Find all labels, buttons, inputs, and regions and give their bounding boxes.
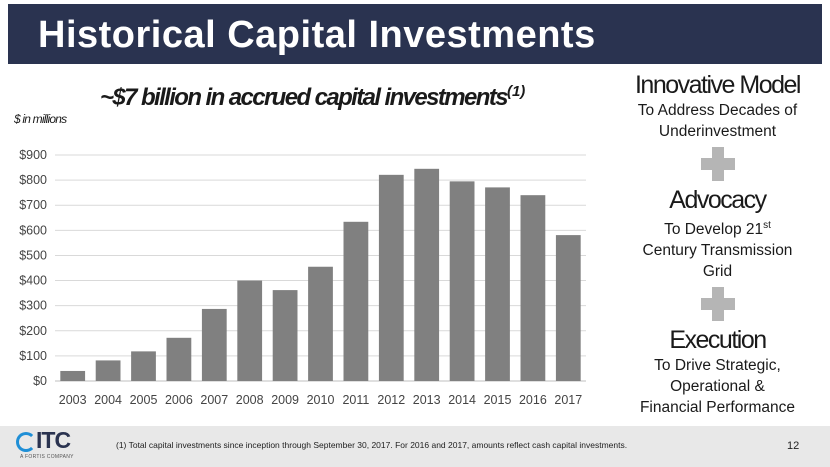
x-tick-label: 2014	[448, 393, 476, 407]
x-tick-label: 2005	[130, 393, 158, 407]
x-tick-label: 2006	[165, 393, 193, 407]
y-tick-label: $800	[19, 173, 47, 187]
chart-subtitle-text: ~$7 billion in accrued capital investmen…	[100, 84, 509, 111]
advocacy-desc-1: To Develop 21st	[610, 215, 825, 240]
advocacy-desc-sup: st	[763, 220, 771, 231]
bar-2005	[131, 351, 156, 381]
bar-2003	[60, 370, 86, 381]
chart-subtitle: ~$7 billion in accrued capital investmen…	[100, 83, 540, 112]
x-tick-label: 2012	[377, 393, 405, 407]
footer-bar	[0, 426, 830, 467]
page-number: 12	[787, 440, 800, 452]
y-tick-label: $600	[19, 223, 47, 237]
units-label: $ in millions	[14, 112, 67, 126]
y-axis-ticks: $0 $100 $200 $300 $400 $500 $600 $700 $800 $900	[19, 148, 47, 388]
y-tick-label: $700	[19, 198, 47, 212]
bar-2010	[308, 266, 333, 381]
x-tick-label: 2011	[342, 393, 369, 407]
capital-investment-bar-chart: $0 $100 $200 $300 $400 $500 $600 $700 $800 $900 2…	[19, 148, 586, 407]
x-tick-label: 2016	[519, 393, 547, 407]
x-tick-label: 2015	[484, 393, 512, 407]
bar-2016	[520, 195, 546, 381]
x-tick-label: 2007	[200, 393, 228, 407]
y-tick-label: $0	[33, 374, 47, 388]
slide-title: Historical Capital Investments	[38, 14, 596, 56]
bar-2006	[166, 337, 192, 381]
bar-2004	[95, 360, 121, 381]
logo-subtext: A FORTIS COMPANY	[20, 454, 74, 460]
y-tick-label: $300	[19, 299, 47, 313]
plus-icon	[700, 147, 735, 181]
footnote: (1) Total capital investments since ince…	[116, 440, 628, 450]
chart-subtitle-footnote-mark: (1)	[506, 83, 526, 100]
bar-2008	[237, 280, 263, 381]
advocacy-desc-1-text: To Develop 21	[664, 221, 764, 239]
x-tick-label: 2013	[413, 393, 441, 407]
x-tick-label: 2017	[554, 393, 582, 407]
bar-2009	[272, 290, 298, 381]
innovative-model-heading: Innovative Model	[634, 71, 802, 99]
y-tick-label: $200	[19, 324, 47, 338]
right-panel: Innovative Model To Address Decades of U…	[610, 70, 825, 418]
bar-2007	[201, 308, 227, 381]
execution-desc-3: Financial Performance	[639, 399, 796, 417]
innovative-model-desc-2: Underinvestment	[658, 123, 777, 140]
x-tick-label: 2009	[271, 393, 299, 407]
x-tick-label: 2004	[94, 393, 122, 407]
innovative-model-desc-1: To Address Decades of	[637, 102, 798, 119]
bar-2015	[485, 187, 510, 381]
y-tick-label: $500	[19, 248, 47, 262]
bar-2011	[343, 221, 369, 381]
execution-desc-1: To Drive Strategic,	[654, 357, 781, 375]
logo-text: ITC	[36, 427, 71, 453]
x-axis-ticks: 2003 2004 2005 2006 2007 2008 2009 2010 2011 2012…	[59, 393, 582, 407]
bar-2017	[555, 235, 581, 381]
x-tick-label: 2010	[307, 393, 335, 407]
y-tick-label: $900	[19, 148, 47, 162]
x-tick-label: 2003	[59, 393, 87, 407]
execution-desc-2: Operational &	[670, 378, 765, 396]
advocacy-heading: Advocacy	[669, 186, 767, 214]
bar-2012	[378, 174, 404, 381]
execution-heading: Execution	[669, 326, 767, 355]
advocacy-desc-3: Grid	[702, 263, 733, 281]
advocacy-desc-2: Century Transmission	[642, 242, 793, 260]
y-tick-label: $100	[19, 349, 47, 363]
itc-logo: ITC A FORTIS COMPANY	[16, 427, 86, 461]
x-tick-label: 2008	[236, 393, 264, 407]
plus-icon	[700, 287, 735, 322]
bar-2014	[449, 181, 475, 381]
title-banner: Historical Capital Investments	[8, 4, 822, 64]
logo-ring-icon	[16, 432, 36, 452]
bars	[60, 168, 581, 381]
y-tick-label: $400	[19, 274, 47, 288]
bar-2013	[414, 168, 440, 381]
